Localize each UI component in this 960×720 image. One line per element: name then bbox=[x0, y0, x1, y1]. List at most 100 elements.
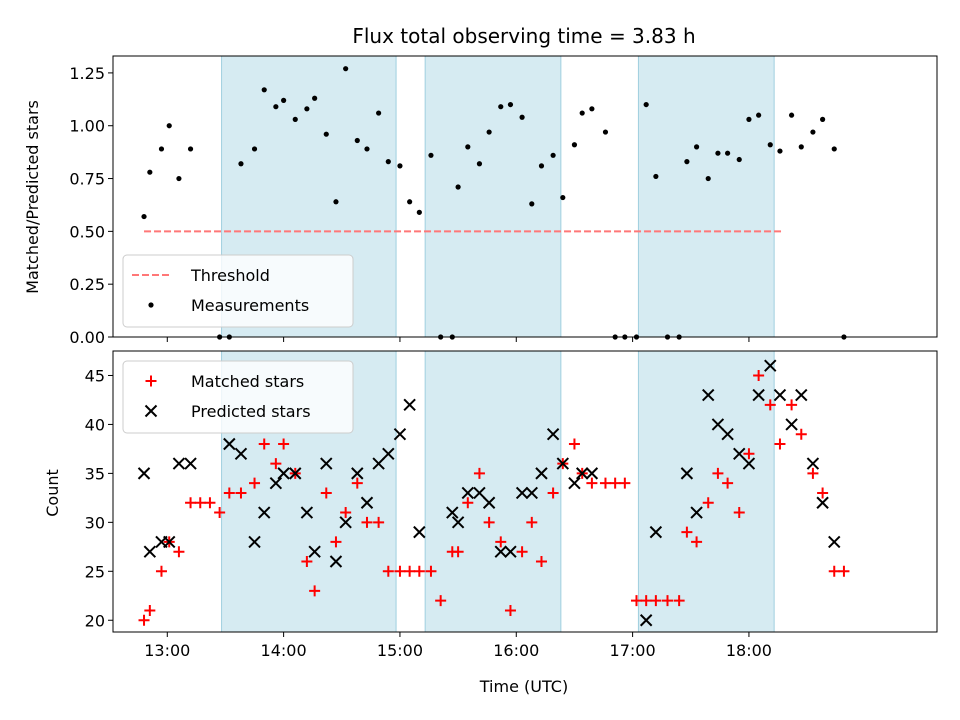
top-measurements-point bbox=[312, 95, 318, 101]
bottom-predicted-stars-point bbox=[568, 476, 581, 490]
top-measurements-point bbox=[519, 114, 525, 120]
bottom-matched-stars-point bbox=[394, 565, 406, 577]
top-legend-swatch bbox=[148, 302, 154, 308]
bottom-predicted-stars-point bbox=[721, 428, 734, 441]
top-measurements-point bbox=[820, 116, 826, 122]
bottom-predicted-stars-point bbox=[556, 457, 570, 470]
bottom-predicted-stars-point bbox=[504, 545, 517, 558]
bottom-predicted-stars-point bbox=[234, 447, 248, 461]
bottom-y-axis-label: Count bbox=[43, 469, 62, 517]
bottom-matched-stars-point bbox=[681, 526, 693, 538]
bottom-matched-stars-point bbox=[452, 546, 464, 558]
bottom-legend-swatch bbox=[144, 404, 158, 418]
bottom-matched-stars-point bbox=[435, 595, 447, 607]
top-measurements-point bbox=[333, 199, 339, 205]
top-measurements-point bbox=[476, 161, 483, 167]
top-measurements-point bbox=[323, 131, 329, 137]
top-measurements-point bbox=[579, 110, 585, 116]
bottom-predicted-stars-point bbox=[289, 467, 302, 480]
bottom-matched-stars-point bbox=[662, 595, 674, 607]
bottom-matched-stars-point bbox=[223, 487, 235, 499]
bottom-matched-stars-point bbox=[526, 516, 538, 528]
bottom-predicted-stars-point bbox=[546, 428, 560, 441]
bottom-predicted-stars-point bbox=[764, 359, 777, 372]
bottom-matched-stars-point bbox=[483, 516, 495, 528]
top-measurements-point bbox=[705, 175, 711, 182]
top-measurements-point bbox=[550, 152, 556, 158]
bottom-matched-stars-point bbox=[214, 507, 226, 519]
bottom-matched-stars-point bbox=[473, 467, 485, 479]
bottom-legend-label: Predicted stars bbox=[191, 402, 311, 421]
bottom-matched-stars-point bbox=[673, 595, 685, 607]
bottom-matched-stars-point bbox=[817, 487, 829, 499]
top-measurements-point bbox=[715, 150, 721, 156]
bottom-matched-stars-point bbox=[235, 487, 247, 499]
bottom-highlight-band bbox=[425, 351, 561, 632]
top-measurements-point bbox=[428, 152, 434, 158]
bottom-matched-stars-point bbox=[425, 565, 437, 577]
bottom-matched-stars-point bbox=[351, 477, 363, 489]
top-measurements-point bbox=[176, 175, 182, 182]
bottom-predicted-stars-point bbox=[248, 535, 261, 549]
top-measurements-point bbox=[261, 87, 267, 93]
top-y-tick-label: 1.25 bbox=[69, 64, 105, 83]
bottom-matched-stars-point bbox=[320, 487, 332, 499]
bottom-matched-stars-point bbox=[774, 438, 786, 450]
bottom-y-tick-label: 40 bbox=[85, 415, 105, 434]
top-measurements-point bbox=[831, 146, 837, 152]
top-measurements-point bbox=[746, 116, 752, 122]
bottom-matched-stars-point bbox=[547, 487, 559, 499]
top-measurements-point bbox=[385, 159, 391, 165]
bottom-predicted-stars-point bbox=[575, 467, 589, 480]
bottom-predicted-stars-point bbox=[308, 545, 321, 558]
bottom-predicted-stars-point bbox=[806, 457, 820, 470]
bottom-matched-stars-point bbox=[743, 448, 755, 460]
bottom-predicted-stars-point bbox=[535, 467, 548, 480]
bottom-legend-box bbox=[122, 360, 354, 434]
top-measurements-point bbox=[465, 144, 471, 150]
bottom-predicted-stars-point bbox=[446, 506, 459, 519]
bottom-predicted-stars-point bbox=[413, 525, 426, 539]
bottom-matched-stars-point bbox=[270, 458, 282, 470]
top-measurements-point bbox=[571, 142, 578, 148]
top-measurements-point bbox=[777, 148, 783, 154]
bottom-predicted-stars-point bbox=[172, 457, 186, 470]
bottom-predicted-stars-point bbox=[372, 457, 385, 470]
bottom-predicted-stars-point bbox=[525, 486, 538, 500]
bottom-predicted-stars-point bbox=[143, 545, 157, 558]
bottom-predicted-stars-point bbox=[300, 506, 314, 519]
bottom-matched-stars-point bbox=[586, 477, 598, 489]
bottom-predicted-stars-point bbox=[351, 467, 364, 480]
bottom-x-tick-label: 17:00 bbox=[610, 641, 656, 660]
top-axes-frame bbox=[112, 55, 938, 338]
top-legend-label: Threshold bbox=[190, 266, 270, 285]
bottom-predicted-stars-point bbox=[329, 555, 343, 568]
top-measurements-point bbox=[455, 184, 461, 190]
bottom-predicted-stars-point bbox=[277, 467, 290, 480]
bottom-legend-swatch bbox=[145, 375, 157, 387]
top-measurements-point bbox=[486, 129, 492, 135]
top-measurements-point bbox=[653, 173, 659, 180]
bottom-x-tick-label: 18:00 bbox=[726, 641, 772, 660]
bottom-x-tick-label: 16:00 bbox=[493, 641, 539, 660]
bottom-predicted-stars-point bbox=[482, 496, 496, 509]
bottom-predicted-stars-point bbox=[828, 535, 841, 549]
bottom-predicted-stars-point bbox=[360, 496, 374, 509]
bottom-matched-stars-point bbox=[382, 565, 394, 577]
top-measurements-point bbox=[238, 161, 244, 167]
bottom-x-axis-label: Time (UTC) bbox=[479, 677, 568, 696]
bottom-matched-stars-point bbox=[733, 507, 745, 519]
bottom-predicted-stars-point bbox=[137, 467, 151, 480]
top-y-axis-label: Matched/Predicted stars bbox=[23, 100, 42, 294]
bottom-predicted-stars-point bbox=[773, 388, 787, 402]
top-measurements-point bbox=[141, 213, 147, 220]
bottom-predicted-stars-point bbox=[163, 535, 176, 549]
top-legend-label: Measurements bbox=[191, 296, 309, 315]
bottom-predicted-stars-point bbox=[680, 467, 694, 480]
bottom-panel: 20 25 30 35 40 45 13:00 14:00 15:00 16:00 17:00 18:… bbox=[85, 350, 938, 660]
bottom-matched-stars-point bbox=[361, 516, 373, 528]
bottom-matched-stars-point bbox=[278, 438, 290, 450]
top-measurements-point bbox=[251, 146, 258, 152]
top-measurements-point bbox=[507, 101, 514, 108]
bottom-matched-stars-point bbox=[599, 477, 611, 489]
